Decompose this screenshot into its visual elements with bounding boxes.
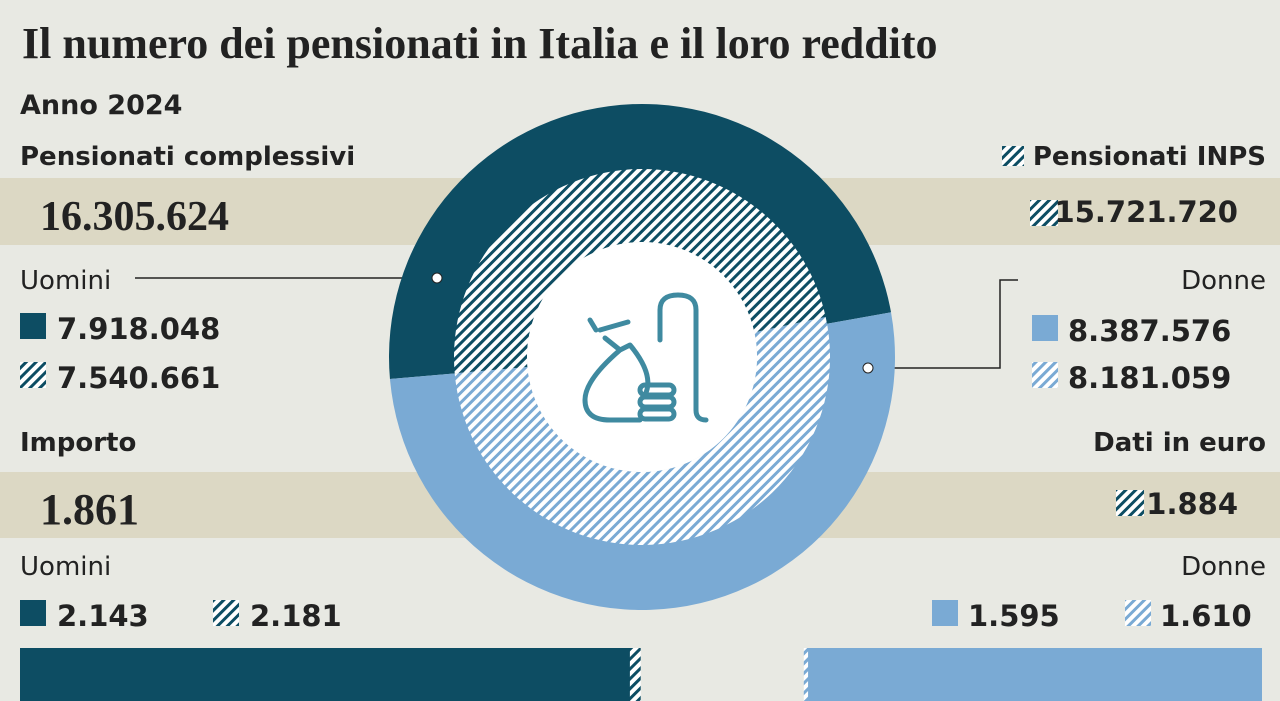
value-label: 8.181.059 xyxy=(1068,361,1231,395)
bar xyxy=(808,648,1262,701)
legend-label: Pensionati INPS xyxy=(1033,142,1266,172)
category-label: Donne xyxy=(1181,552,1266,582)
value-label: 1.595 xyxy=(968,599,1060,633)
section-label: Importo xyxy=(20,428,136,458)
category-label: Donne xyxy=(1181,266,1266,296)
swatch xyxy=(1030,200,1058,226)
section-label: Pensionati complessivi xyxy=(20,142,355,172)
total: 16.305.624 xyxy=(40,194,229,240)
donut-segment xyxy=(389,312,895,610)
legend-swatch xyxy=(1002,146,1024,166)
total: 1.884 xyxy=(1146,487,1238,521)
swatch xyxy=(1032,315,1058,341)
value-label: 1.610 xyxy=(1160,599,1252,633)
swatch xyxy=(1125,600,1151,626)
swatch xyxy=(1116,490,1144,516)
swatch xyxy=(20,313,46,339)
bar xyxy=(20,648,630,701)
swatch xyxy=(1032,362,1058,388)
donut-segment xyxy=(454,316,830,545)
total: 1.861 xyxy=(40,485,139,534)
unit-label: Dati in euro xyxy=(1093,428,1266,458)
swatch xyxy=(213,600,239,626)
total: 15.721.720 xyxy=(1055,195,1238,229)
value-label: 8.387.576 xyxy=(1068,314,1231,348)
connectors xyxy=(135,277,1018,369)
value-label: 7.918.048 xyxy=(57,312,220,346)
connector-dot xyxy=(862,362,874,374)
center xyxy=(527,242,757,472)
connector xyxy=(868,279,1018,369)
icon-coin xyxy=(637,406,677,422)
donut xyxy=(388,103,895,610)
icon-bag xyxy=(582,335,651,423)
category-label: Uomini xyxy=(20,266,111,296)
icon-knot xyxy=(587,317,631,333)
subtitle: Anno 2024 xyxy=(20,90,182,121)
swatch xyxy=(20,600,46,626)
icon xyxy=(582,292,709,423)
title: Il numero dei pensionati in Italia e il … xyxy=(22,19,938,68)
value-label: 7.540.661 xyxy=(57,361,220,395)
value-label: 2.181 xyxy=(250,599,342,633)
donut-segment xyxy=(454,168,826,374)
category-label: Uomini xyxy=(20,552,111,582)
connector-dot xyxy=(431,272,443,284)
swatch xyxy=(20,362,46,388)
donut-segment xyxy=(388,103,892,380)
icon-cane xyxy=(657,292,709,423)
value-label: 2.143 xyxy=(57,599,149,633)
swatch xyxy=(932,600,958,626)
